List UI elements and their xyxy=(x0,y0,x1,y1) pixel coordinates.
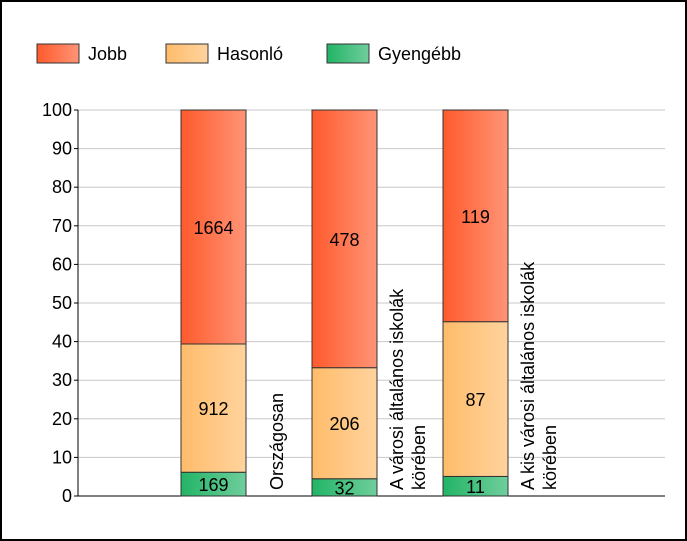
legend-swatch xyxy=(36,43,80,64)
y-tick-label: 20 xyxy=(52,409,72,429)
data-label: 912 xyxy=(198,399,228,419)
x-tick-label: A városi általános iskolák körében xyxy=(387,288,429,490)
bar-segment xyxy=(180,109,247,345)
bar-segment xyxy=(442,109,509,323)
data-label: 478 xyxy=(329,230,359,250)
y-tick-label: 40 xyxy=(52,332,72,352)
legend-swatch xyxy=(165,43,209,64)
y-tick-label: 100 xyxy=(42,100,72,120)
y-tick-label: 30 xyxy=(52,370,72,390)
y-tick-label: 80 xyxy=(52,177,72,197)
y-tick-label: 90 xyxy=(52,139,72,159)
legend-label: Jobb xyxy=(88,44,127,64)
x-tick-label: A kis városi általános iskolák körében xyxy=(518,261,560,490)
data-label: 1664 xyxy=(193,218,233,238)
y-tick-label: 10 xyxy=(52,447,72,467)
bar-segment xyxy=(180,343,247,473)
data-label: 11 xyxy=(466,477,485,497)
data-label: 87 xyxy=(465,390,485,410)
y-tick-label: 60 xyxy=(52,254,72,274)
data-label: 206 xyxy=(329,414,359,434)
data-label: 119 xyxy=(461,207,490,227)
legend-label: Gyengébb xyxy=(378,44,461,64)
bar-segment xyxy=(311,109,378,369)
x-tick-label: Országosan xyxy=(267,393,287,490)
y-tick-label: 0 xyxy=(62,486,72,506)
data-label: 169 xyxy=(198,475,228,495)
y-tick-label: 50 xyxy=(52,293,72,313)
bar-segment xyxy=(442,321,509,477)
data-label: 32 xyxy=(334,478,354,498)
legend-swatch xyxy=(326,43,370,64)
legend-label: Hasonló xyxy=(217,44,283,64)
y-tick-label: 70 xyxy=(52,216,72,236)
